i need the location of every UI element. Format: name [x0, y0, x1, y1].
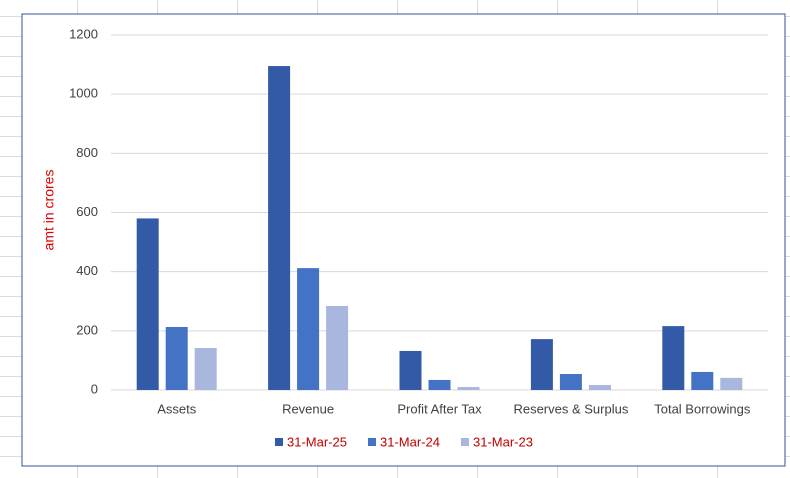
bar [720, 377, 743, 390]
y-tick-label: 0 [91, 381, 98, 396]
legend-swatch [368, 438, 376, 446]
y-axis-label: amt in crores [41, 170, 57, 251]
bar [662, 326, 685, 390]
bar [326, 305, 349, 390]
bar [588, 384, 611, 390]
y-tick-label: 400 [76, 263, 98, 278]
legend-label: 31-Mar-23 [473, 434, 533, 449]
legend-swatch [461, 438, 469, 446]
y-tick-label: 200 [76, 322, 98, 337]
x-tick-label: Revenue [282, 401, 334, 416]
bar [399, 350, 422, 390]
x-tick-label: Assets [157, 401, 197, 416]
bar [165, 326, 188, 390]
bar [136, 218, 159, 390]
bar [268, 66, 291, 390]
bar [691, 371, 714, 390]
legend-label: 31-Mar-24 [380, 434, 440, 449]
y-tick-label: 800 [76, 145, 98, 160]
bar [457, 387, 480, 390]
legend-label: 31-Mar-25 [287, 434, 347, 449]
legend-swatch [275, 438, 283, 446]
y-tick-label: 1000 [69, 86, 98, 101]
bar [559, 374, 582, 390]
bar [530, 339, 553, 390]
bar [297, 268, 320, 390]
x-tick-label: Reserves & Surplus [513, 401, 628, 416]
chart-area[interactable] [21, 13, 786, 467]
y-tick-label: 1200 [69, 26, 98, 41]
bar [194, 347, 217, 390]
y-tick-label: 600 [76, 204, 98, 219]
x-tick-label: Profit After Tax [397, 401, 482, 416]
x-tick-label: Total Borrowings [654, 401, 751, 416]
bar [428, 379, 451, 390]
